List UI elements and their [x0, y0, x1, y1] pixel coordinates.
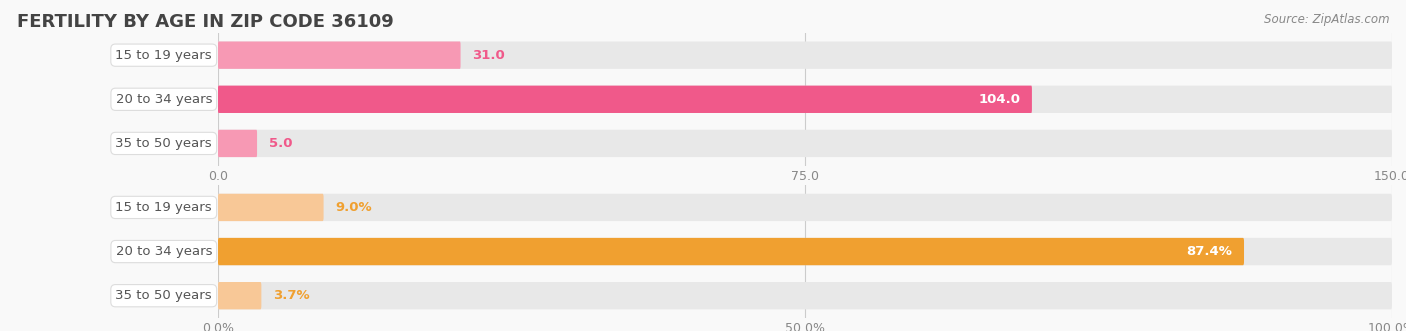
- FancyBboxPatch shape: [218, 282, 1392, 309]
- Text: 20 to 34 years: 20 to 34 years: [115, 93, 212, 106]
- Text: 9.0%: 9.0%: [336, 201, 373, 214]
- FancyBboxPatch shape: [218, 130, 257, 157]
- Text: 87.4%: 87.4%: [1187, 245, 1232, 258]
- Text: 35 to 50 years: 35 to 50 years: [115, 137, 212, 150]
- Text: 20 to 34 years: 20 to 34 years: [115, 245, 212, 258]
- FancyBboxPatch shape: [218, 86, 1392, 113]
- Text: 15 to 19 years: 15 to 19 years: [115, 201, 212, 214]
- FancyBboxPatch shape: [218, 130, 1392, 157]
- Text: 104.0: 104.0: [979, 93, 1021, 106]
- FancyBboxPatch shape: [218, 41, 1392, 69]
- Text: 15 to 19 years: 15 to 19 years: [115, 49, 212, 62]
- FancyBboxPatch shape: [218, 282, 262, 309]
- FancyBboxPatch shape: [218, 194, 1392, 221]
- FancyBboxPatch shape: [218, 238, 1244, 265]
- FancyBboxPatch shape: [218, 41, 461, 69]
- Text: 3.7%: 3.7%: [273, 289, 309, 302]
- Text: Source: ZipAtlas.com: Source: ZipAtlas.com: [1264, 13, 1389, 26]
- FancyBboxPatch shape: [218, 194, 323, 221]
- FancyBboxPatch shape: [218, 86, 1032, 113]
- FancyBboxPatch shape: [218, 238, 1392, 265]
- Text: 5.0: 5.0: [269, 137, 292, 150]
- Text: 35 to 50 years: 35 to 50 years: [115, 289, 212, 302]
- Text: 31.0: 31.0: [472, 49, 505, 62]
- Text: FERTILITY BY AGE IN ZIP CODE 36109: FERTILITY BY AGE IN ZIP CODE 36109: [17, 13, 394, 31]
